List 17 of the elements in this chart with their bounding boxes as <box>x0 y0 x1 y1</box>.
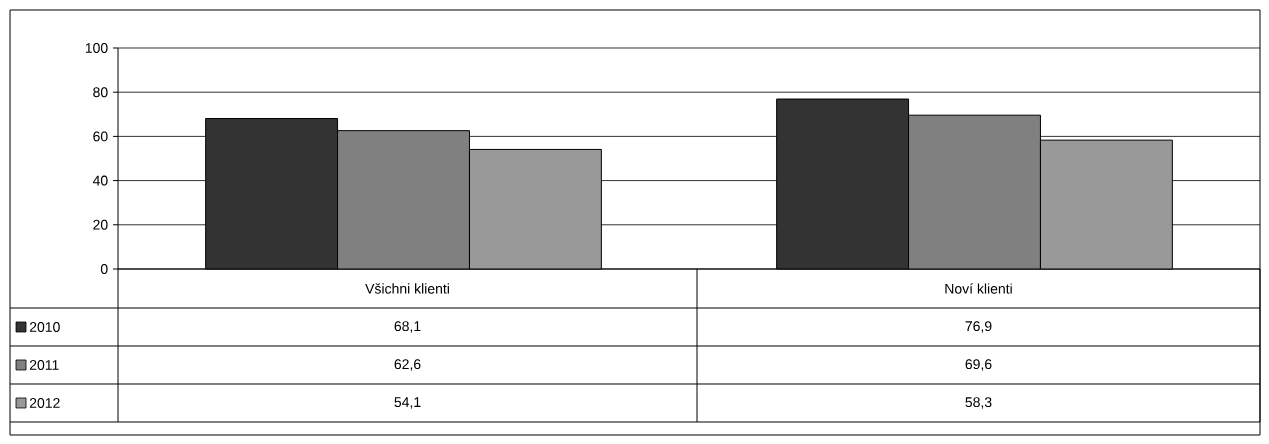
data-label: 58,3 <box>965 397 992 409</box>
x-tick-label: Noví klienti <box>945 283 1012 294</box>
data-label: 54,1 <box>394 397 421 409</box>
y-tick-label: 40 <box>92 175 108 186</box>
data-label: 62,6 <box>394 359 421 371</box>
legend-label: 2011 <box>29 360 59 370</box>
y-tick-label: 60 <box>93 131 108 142</box>
y-tick-label: 100 <box>85 43 108 53</box>
x-tick-label: Všichni klienti <box>365 283 449 294</box>
y-tick-label: 20 <box>93 219 108 230</box>
y-tick-label: 80 <box>93 87 108 98</box>
data-label: 69,6 <box>965 359 992 371</box>
legend-label: 2012 <box>29 398 60 408</box>
y-tick-label: 0 <box>100 264 108 274</box>
data-label: 76,9 <box>965 321 992 333</box>
data-label: 68,1 <box>394 321 421 333</box>
legend-label: 2010 <box>29 322 60 332</box>
